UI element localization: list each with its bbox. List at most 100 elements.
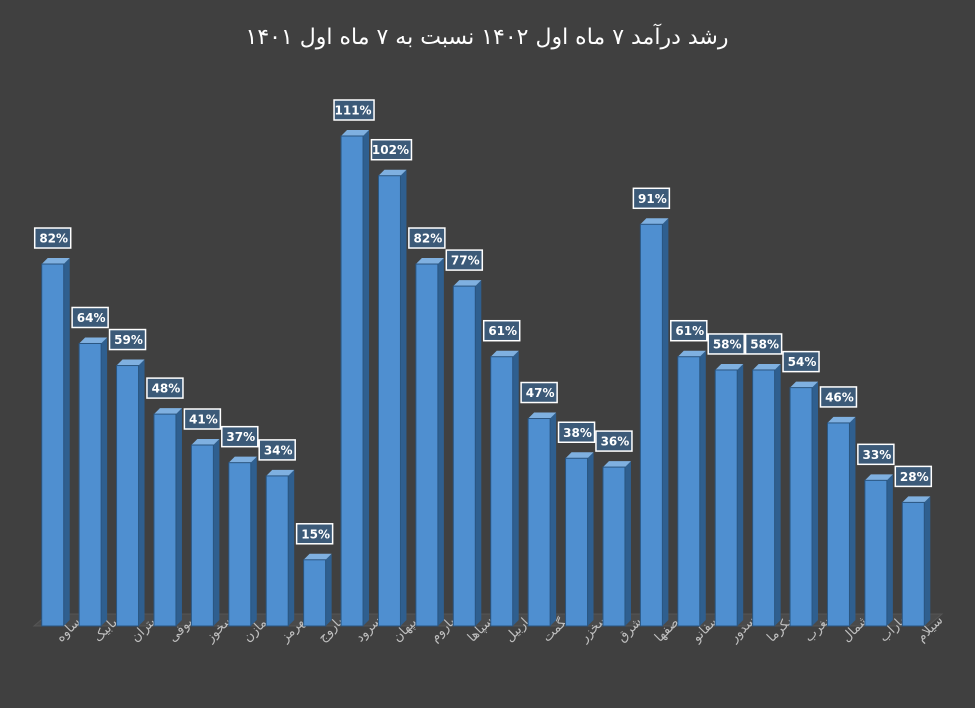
value-label: 58% bbox=[713, 337, 742, 351]
value-label-box bbox=[670, 319, 708, 342]
value-label-box bbox=[445, 249, 484, 271]
value-label: 61% bbox=[488, 324, 517, 338]
bar bbox=[490, 356, 514, 627]
bar-top bbox=[565, 452, 594, 459]
bar-side bbox=[737, 363, 744, 626]
value-label: 59% bbox=[114, 333, 143, 347]
bar-top bbox=[453, 280, 482, 287]
value-label: 102% bbox=[372, 143, 409, 157]
bar-side bbox=[550, 412, 557, 626]
bar bbox=[789, 387, 813, 627]
bar bbox=[377, 175, 401, 627]
value-label: 37% bbox=[226, 430, 255, 444]
value-label: 64% bbox=[77, 311, 106, 325]
value-label-box bbox=[33, 227, 72, 249]
bar-top bbox=[677, 350, 706, 357]
bar-top bbox=[341, 130, 370, 136]
bar bbox=[340, 135, 364, 627]
bar-side bbox=[250, 456, 257, 626]
value-label-box bbox=[819, 386, 858, 408]
value-label-box bbox=[370, 138, 413, 161]
value-label: 36% bbox=[601, 435, 630, 449]
bar bbox=[826, 422, 850, 627]
value-label: 82% bbox=[414, 232, 443, 246]
bar-side bbox=[175, 408, 182, 626]
bar bbox=[602, 466, 626, 627]
chart-title: رشد درآمد ۷ ماه اول ۱۴۰۲ نسبت به ۷ ماه ا… bbox=[246, 23, 729, 50]
bar-side bbox=[437, 258, 444, 626]
bar bbox=[190, 444, 214, 627]
bar-top bbox=[116, 359, 145, 366]
value-label-box bbox=[632, 187, 671, 210]
bar-top bbox=[415, 258, 444, 265]
value-label-box bbox=[520, 381, 558, 404]
value-label: 58% bbox=[750, 337, 779, 351]
bar-top bbox=[790, 381, 819, 388]
value-label-box bbox=[744, 333, 783, 355]
value-label: 38% bbox=[563, 426, 592, 440]
bar-side bbox=[288, 469, 295, 626]
bar-side bbox=[63, 258, 70, 626]
value-label-box bbox=[482, 319, 521, 342]
value-label-box bbox=[146, 377, 184, 399]
bar bbox=[116, 365, 140, 627]
bar-side bbox=[213, 439, 220, 626]
bar-top bbox=[490, 350, 519, 357]
value-label-box bbox=[857, 443, 895, 466]
bar-side bbox=[886, 474, 893, 626]
bar-top bbox=[902, 496, 931, 503]
bar bbox=[901, 501, 925, 627]
value-label: 54% bbox=[788, 355, 817, 369]
value-label: 41% bbox=[189, 413, 218, 427]
value-label-box bbox=[782, 350, 820, 373]
value-label: 77% bbox=[451, 254, 480, 268]
value-label-box bbox=[557, 421, 596, 444]
bar bbox=[677, 356, 701, 627]
value-label-box bbox=[108, 328, 147, 351]
value-label-box bbox=[333, 99, 375, 121]
value-label: 91% bbox=[638, 192, 667, 206]
bar bbox=[228, 462, 252, 627]
bar-side bbox=[138, 359, 145, 626]
bar-top bbox=[864, 474, 893, 481]
value-label-box bbox=[221, 425, 259, 448]
bar-side bbox=[512, 350, 519, 626]
bar-top bbox=[378, 169, 407, 176]
bar-side bbox=[774, 363, 781, 626]
bar-side bbox=[587, 452, 594, 626]
value-label-box bbox=[183, 408, 222, 430]
bar-top bbox=[303, 553, 332, 560]
bar-side bbox=[325, 553, 332, 626]
bar bbox=[864, 479, 888, 627]
value-label: 61% bbox=[675, 324, 704, 338]
bar-top bbox=[752, 363, 781, 370]
bar-top bbox=[715, 363, 744, 370]
bar-side bbox=[924, 496, 931, 626]
value-label: 28% bbox=[900, 470, 929, 484]
bar-top bbox=[79, 337, 108, 344]
bar-top bbox=[266, 469, 295, 476]
bar-top bbox=[153, 408, 182, 415]
value-label: 33% bbox=[863, 448, 892, 462]
bar-side bbox=[101, 337, 108, 626]
bar-side bbox=[475, 280, 482, 626]
bar-top bbox=[640, 218, 669, 225]
bar bbox=[415, 263, 439, 627]
value-label-box bbox=[71, 306, 109, 329]
bar-top bbox=[602, 461, 631, 468]
value-label: 34% bbox=[264, 443, 293, 457]
bar-top bbox=[41, 258, 70, 265]
bar bbox=[452, 285, 476, 627]
bar bbox=[639, 223, 663, 627]
value-label: 82% bbox=[39, 232, 68, 246]
bar-side bbox=[363, 130, 370, 626]
value-label-box bbox=[707, 333, 745, 355]
value-label: 46% bbox=[825, 390, 854, 404]
bar-side bbox=[400, 169, 407, 626]
bar-side bbox=[699, 350, 706, 626]
value-label: 111% bbox=[335, 104, 372, 118]
bar-side bbox=[812, 381, 819, 626]
bar-top bbox=[528, 412, 557, 419]
bar bbox=[153, 413, 177, 627]
